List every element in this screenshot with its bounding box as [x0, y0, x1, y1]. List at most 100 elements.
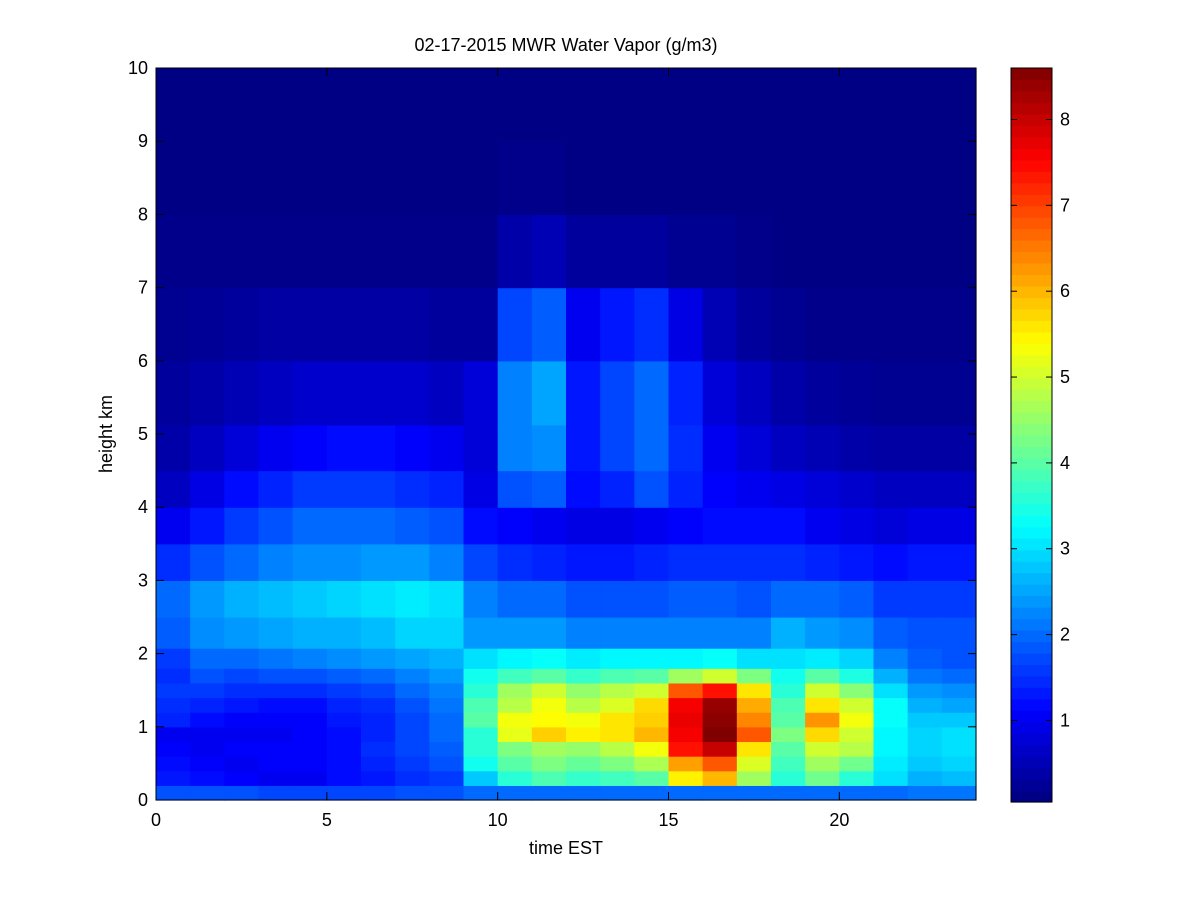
heatmap-cell: [361, 68, 396, 142]
colorbar-segment: [1011, 779, 1052, 792]
heatmap-cell: [805, 668, 840, 684]
heatmap-cell: [224, 214, 260, 289]
heatmap-cell: [805, 785, 840, 801]
heatmap-cell: [907, 424, 943, 472]
heatmap-cell: [805, 617, 840, 649]
heatmap-cell: [634, 507, 670, 545]
heatmap-cell: [771, 543, 806, 581]
colorbar-segment: [1011, 320, 1052, 333]
heatmap-cell: [839, 287, 875, 362]
heatmap-cell: [292, 770, 328, 786]
heatmap-cell: [668, 360, 704, 426]
heatmap-cell: [531, 424, 567, 472]
heatmap-cell: [600, 770, 635, 786]
heatmap-cell: [566, 507, 601, 545]
heatmap-cell: [941, 543, 977, 581]
heatmap-cell: [634, 648, 670, 669]
heatmap-cell: [668, 726, 704, 743]
heatmap-cell: [634, 68, 670, 142]
colorbar-segment: [1011, 113, 1052, 126]
heatmap-cell: [839, 648, 875, 669]
heatmap-cell: [873, 507, 909, 545]
heatmap-cell: [736, 68, 772, 142]
heatmap-cell: [531, 214, 567, 289]
heatmap-cell: [634, 697, 670, 713]
heatmap-cell: [361, 507, 396, 545]
heatmap-cell: [190, 785, 225, 801]
heatmap-cell: [941, 726, 977, 743]
heatmap-cell: [941, 580, 977, 618]
heatmap-cell: [326, 68, 362, 142]
heatmap-cell: [292, 214, 328, 289]
heatmap-cell: [702, 214, 738, 289]
heatmap-cell: [634, 726, 670, 743]
heatmap-cell: [497, 697, 533, 713]
heatmap-cell: [531, 360, 567, 426]
heatmap-cell: [463, 712, 499, 728]
heatmap-cell: [497, 543, 533, 581]
heatmap-cell: [805, 756, 840, 772]
colorbar-segment: [1011, 641, 1052, 654]
heatmap-cell: [668, 668, 704, 684]
heatmap-cell: [702, 697, 738, 713]
heatmap-cell: [531, 543, 567, 581]
heatmap-cell: [600, 287, 635, 362]
heatmap-cell: [873, 287, 909, 362]
heatmap-cell: [839, 785, 875, 801]
heatmap-cell: [531, 287, 567, 362]
heatmap-cell: [463, 697, 499, 713]
heatmap-cell: [839, 726, 875, 743]
heatmap-cell: [805, 214, 840, 289]
heatmap-cell: [463, 507, 499, 545]
heatmap-cell: [634, 543, 670, 581]
heatmap-cell: [941, 712, 977, 728]
heatmap-cell: [395, 770, 430, 786]
heatmap-cell: [258, 697, 294, 713]
colorbar-segment: [1011, 240, 1052, 253]
heatmap-cell: [771, 424, 806, 472]
heatmap-cell: [771, 682, 806, 699]
heatmap-cell: [668, 507, 704, 545]
heatmap-cell: [258, 68, 294, 142]
heatmap-cell: [531, 507, 567, 545]
heatmap-cell: [736, 770, 772, 786]
colorbar-segment: [1011, 618, 1052, 631]
heatmap-cell: [395, 68, 430, 142]
y-tick-label: 6: [138, 351, 148, 371]
heatmap-cell: [668, 741, 704, 757]
heatmap-cell: [600, 697, 635, 713]
heatmap-cell: [463, 668, 499, 684]
colorbar-segment: [1011, 446, 1052, 459]
heatmap-cell: [907, 580, 943, 618]
heatmap-cell: [566, 756, 601, 772]
heatmap-cell: [395, 287, 430, 362]
heatmap-cell: [326, 507, 362, 545]
heatmap-cell: [156, 580, 191, 618]
heatmap-cell: [395, 741, 430, 757]
heatmap-cell: [634, 360, 670, 426]
heatmap-cell: [395, 648, 430, 669]
heatmap-cell: [839, 141, 875, 215]
heatmap-cell: [736, 726, 772, 743]
colorbar-segment: [1011, 274, 1052, 287]
colorbar-segment: [1011, 159, 1052, 172]
heatmap-cell: [873, 470, 909, 508]
heatmap-cell: [429, 68, 465, 142]
heatmap-cell: [156, 141, 191, 215]
heatmap-cell: [292, 726, 328, 743]
heatmap-cell: [805, 424, 840, 472]
heatmap-cell: [497, 360, 533, 426]
colorbar-segment: [1011, 171, 1052, 184]
heatmap-cell: [258, 360, 294, 426]
heatmap-cell: [566, 141, 601, 215]
heatmap-cell: [873, 770, 909, 786]
colorbar-segment: [1011, 595, 1052, 608]
colorbar-segment: [1011, 228, 1052, 241]
heatmap-cell: [907, 470, 943, 508]
heatmap-cell: [156, 543, 191, 581]
heatmap-cell: [805, 741, 840, 757]
heatmap-cell: [224, 785, 260, 801]
heatmap-cell: [634, 424, 670, 472]
y-tick-label: 8: [138, 204, 148, 224]
heatmap-cell: [771, 648, 806, 669]
